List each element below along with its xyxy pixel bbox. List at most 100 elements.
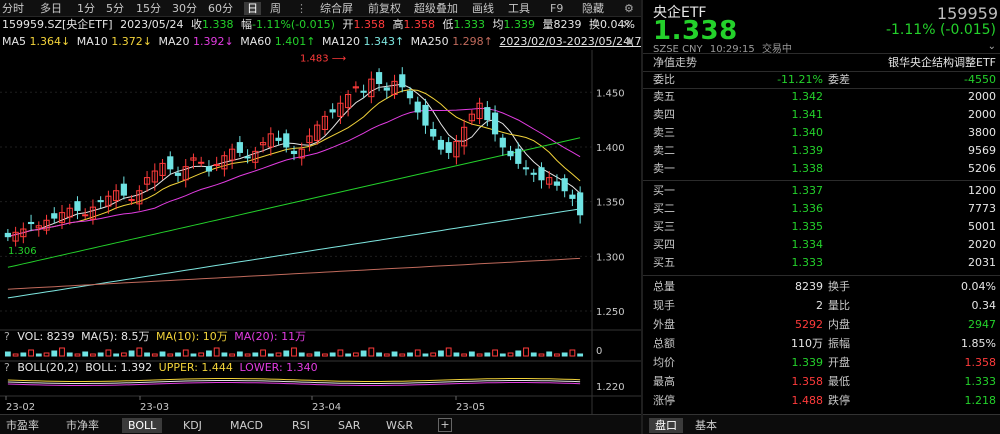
volume-bar bbox=[198, 352, 205, 357]
period-tab-60m[interactable]: 60分 bbox=[208, 2, 233, 15]
candle-body bbox=[375, 72, 383, 85]
tab-sar[interactable]: SAR bbox=[338, 419, 361, 432]
tab-wr[interactable]: W&R bbox=[386, 419, 414, 432]
period-tab-minute[interactable]: 分时 bbox=[2, 2, 24, 15]
nav-label[interactable]: 净值走势 bbox=[653, 56, 697, 69]
candle-body bbox=[515, 148, 522, 164]
volume-bar bbox=[407, 352, 413, 357]
menu-overview[interactable]: 综合屏 bbox=[320, 2, 353, 15]
level-price: 1.338 bbox=[791, 162, 824, 175]
ask-level-row[interactable]: 卖二 1.339 9569 bbox=[643, 143, 1000, 159]
chart-canvas[interactable]: 1.450 1.400 1.350 1.300 1.250 0 1.220 23-02 23-0… bbox=[0, 50, 641, 414]
period-tab-day[interactable]: 日 bbox=[244, 2, 261, 15]
tab-macd[interactable]: MACD bbox=[230, 419, 263, 432]
indicator-tabs: 市盈率 市净率 BOLL KDJ MACD RSI SAR W&R + bbox=[0, 414, 641, 434]
volume-bar bbox=[337, 349, 344, 357]
stat-label: 内盘 bbox=[828, 318, 850, 331]
price-change: -1.11% (-0.015) bbox=[885, 22, 996, 38]
ellipsis-icon[interactable]: ⋮ bbox=[296, 2, 307, 15]
candle-body bbox=[252, 150, 259, 163]
menu-f9[interactable]: F9 bbox=[550, 2, 564, 15]
period-tab-1m[interactable]: 1分 bbox=[77, 2, 95, 15]
candle-body bbox=[553, 181, 561, 186]
period-tab-30m[interactable]: 30分 bbox=[172, 2, 197, 15]
bid-level-row[interactable]: 买五 1.333 2031 bbox=[643, 255, 1000, 271]
volume-bar bbox=[12, 353, 19, 357]
help-icon[interactable]: ? bbox=[4, 361, 10, 374]
bid-level-row[interactable]: 买二 1.336 7773 bbox=[643, 201, 1000, 217]
level-price: 1.335 bbox=[791, 220, 824, 233]
add-icon[interactable]: + bbox=[438, 418, 452, 432]
candle-body bbox=[198, 161, 205, 164]
tab-boll[interactable]: BOLL bbox=[122, 418, 163, 433]
bid-level-row[interactable]: 买四 1.334 2020 bbox=[643, 237, 1000, 253]
ask-level-row[interactable]: 卖三 1.340 3800 bbox=[643, 125, 1000, 141]
date-range-label[interactable]: 2023/02/03-2023/05/24(75日) bbox=[499, 35, 664, 48]
stat-label: 量比 bbox=[828, 299, 850, 312]
stat-row: 涨停 1.488 跌停 1.218 bbox=[643, 393, 1000, 409]
price-axis-label: 1.350 bbox=[596, 198, 625, 209]
menu-adjust[interactable]: 前复权 bbox=[368, 2, 401, 15]
kline-chart-panel[interactable]: 分时 多日 1分 5分 15分 30分 60分 日 周 ⋮ 综合屏 前复权 超级… bbox=[0, 0, 664, 434]
quote-meta: SZSE CNY 10:29:15 交易中 bbox=[653, 40, 792, 55]
min-price-annotation: 1.306 bbox=[8, 246, 37, 257]
max-price-annotation: 1.483 ⟶ bbox=[300, 54, 346, 65]
vol-ma10: MA(10): 10万 bbox=[155, 330, 228, 343]
ask-level-row[interactable]: 卖一 1.338 5206 bbox=[643, 161, 1000, 177]
volume-bar bbox=[445, 347, 452, 357]
tab-pe[interactable]: 市盈率 bbox=[6, 419, 39, 432]
close-label: 收 bbox=[191, 18, 202, 31]
candle-body bbox=[399, 74, 406, 88]
tab-rsi[interactable]: RSI bbox=[292, 419, 310, 432]
ma10-value: 1.372↓ bbox=[111, 35, 152, 48]
close-icon[interactable]: ✕ bbox=[622, 18, 632, 31]
boll-lower: LOWER: 1.340 bbox=[239, 361, 318, 374]
nav-row[interactable]: 净值走势 银华央企结构调整ETF bbox=[643, 55, 1000, 71]
ma120-line bbox=[7, 208, 581, 299]
asks-divider bbox=[643, 88, 1000, 89]
tab-basic[interactable]: 基本 bbox=[695, 419, 717, 432]
close-value: 1.338 bbox=[202, 18, 234, 31]
period-tab-multiday[interactable]: 多日 bbox=[40, 2, 62, 15]
period-tab-15m[interactable]: 15分 bbox=[136, 2, 161, 15]
candle-body bbox=[4, 232, 11, 238]
volume-bar bbox=[291, 347, 297, 357]
volume-bar bbox=[144, 352, 150, 357]
tab-kdj[interactable]: KDJ bbox=[183, 419, 202, 432]
volume-bar bbox=[260, 349, 266, 357]
menu-tools[interactable]: 工具 bbox=[508, 2, 530, 15]
volume-bar bbox=[314, 351, 321, 357]
change-value: -1.11%(-0.015) bbox=[252, 18, 335, 31]
ask-level-row[interactable]: 卖五 1.342 2000 bbox=[643, 89, 1000, 105]
tab-orderbook[interactable]: 盘口 bbox=[649, 418, 683, 433]
volume-bar bbox=[352, 352, 359, 357]
candle-body bbox=[391, 80, 398, 95]
bid-level-row[interactable]: 买三 1.335 5001 bbox=[643, 219, 1000, 235]
chevron-down-icon[interactable]: ⌄ bbox=[987, 41, 996, 52]
panel-divider[interactable] bbox=[641, 0, 643, 434]
period-tab-week[interactable]: 周 bbox=[270, 2, 281, 15]
period-tab-5m[interactable]: 5分 bbox=[106, 2, 124, 15]
bid-level-row[interactable]: 买一 1.337 1200 bbox=[643, 183, 1000, 199]
stat-value: 1.358 bbox=[791, 375, 824, 388]
chevron-up-icon[interactable]: ▲ bbox=[626, 36, 633, 46]
low-label: 低 bbox=[442, 18, 454, 31]
tab-pb[interactable]: 市净率 bbox=[66, 419, 99, 432]
volume-bar bbox=[538, 353, 545, 357]
menu-hide[interactable]: 隐藏 bbox=[582, 2, 604, 15]
ma20-value: 1.392↓ bbox=[192, 35, 234, 48]
menu-overlay[interactable]: 超级叠加 bbox=[414, 2, 458, 15]
weicha-label: 委差 bbox=[828, 73, 850, 86]
volume-bar bbox=[430, 352, 437, 357]
menu-draw[interactable]: 画线 bbox=[472, 2, 494, 15]
ma250-line bbox=[7, 257, 581, 290]
ask-level-row[interactable]: 卖四 1.341 2000 bbox=[643, 107, 1000, 123]
ma10-line bbox=[7, 89, 581, 238]
settings-gear-icon[interactable]: ⚙ bbox=[624, 2, 634, 15]
volume-bar bbox=[82, 351, 89, 357]
candle-body bbox=[577, 192, 584, 216]
candle-body bbox=[267, 133, 274, 148]
volume-bar bbox=[438, 350, 444, 357]
help-icon[interactable]: ? bbox=[4, 330, 10, 343]
volume-bar bbox=[275, 352, 282, 357]
